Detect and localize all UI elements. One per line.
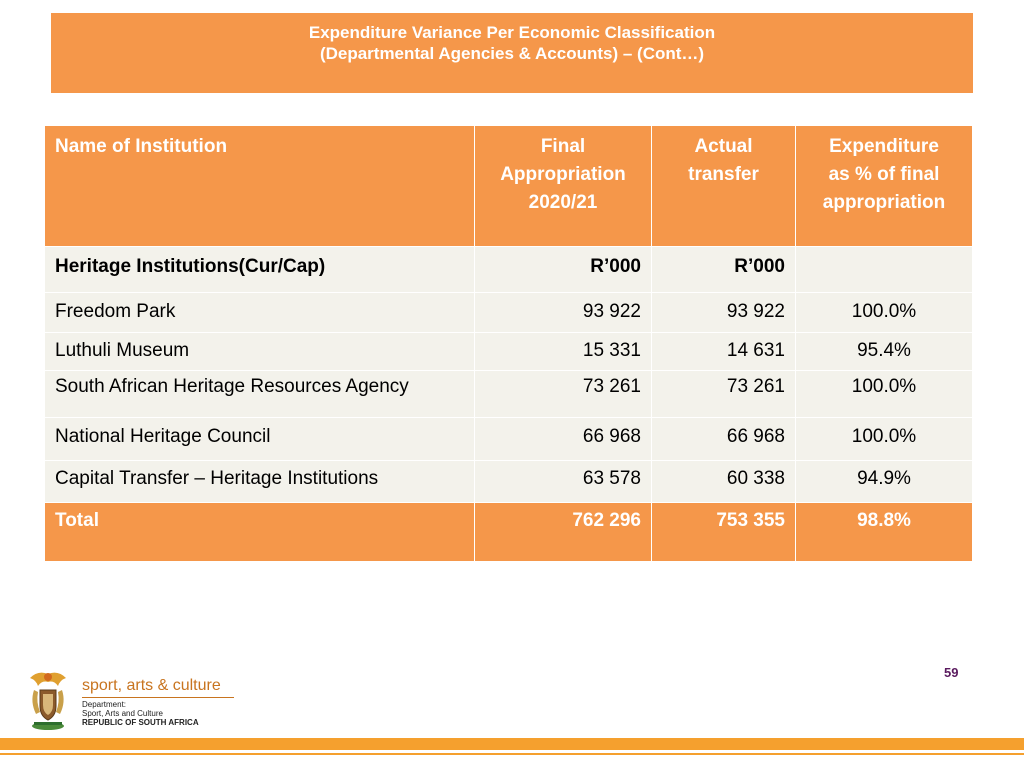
table-row: Freedom Park 93 922 93 922 100.0% bbox=[44, 292, 973, 333]
institution-name: National Heritage Council bbox=[44, 417, 475, 461]
country-name: REPUBLIC OF SOUTH AFRICA bbox=[82, 718, 199, 727]
final-appropriation-cell: 93 922 bbox=[474, 292, 652, 333]
header-line: appropriation bbox=[822, 192, 946, 213]
subheader-pct bbox=[795, 246, 973, 293]
brand-divider bbox=[82, 697, 234, 698]
table-row: National Heritage Council 66 968 66 968 … bbox=[44, 417, 973, 461]
table-row: Capital Transfer – Heritage Institutions… bbox=[44, 460, 973, 503]
header-name-of-institution: Name of Institution bbox=[44, 125, 475, 247]
total-actual-transfer: 753 355 bbox=[651, 502, 796, 562]
institution-name: Capital Transfer – Heritage Institutions bbox=[44, 460, 475, 503]
subheader-name: Heritage Institutions(Cur/Cap) bbox=[44, 246, 475, 293]
table-row: South African Heritage Resources Agency … bbox=[44, 370, 973, 418]
actual-transfer-cell: 66 968 bbox=[651, 417, 796, 461]
title-banner: Expenditure Variance Per Economic Classi… bbox=[51, 13, 973, 93]
table-subheader-row: Heritage Institutions(Cur/Cap) R’000 R’0… bbox=[44, 246, 973, 293]
header-final-appropriation: Final Appropriation 2020/21 bbox=[474, 125, 652, 247]
table-header-row: Name of Institution Final Appropriation … bbox=[44, 125, 973, 247]
expenditure-pct-cell: 94.9% bbox=[795, 460, 973, 503]
actual-transfer-cell: 60 338 bbox=[651, 460, 796, 503]
department-name: Sport, Arts and Culture bbox=[82, 709, 163, 718]
header-line: transfer bbox=[688, 164, 759, 185]
expenditure-table: Name of Institution Final Appropriation … bbox=[44, 125, 973, 562]
final-appropriation-cell: 73 261 bbox=[474, 370, 652, 418]
expenditure-pct-cell: 100.0% bbox=[795, 370, 973, 418]
title-line-2: (Departmental Agencies & Accounts) – (Co… bbox=[319, 44, 705, 63]
total-expenditure-pct: 98.8% bbox=[795, 502, 973, 562]
header-line: Final bbox=[540, 136, 586, 157]
subheader-unit-actual: R’000 bbox=[651, 246, 796, 293]
footer-bar bbox=[0, 738, 1024, 750]
header-line: Actual bbox=[694, 136, 753, 157]
table-row: Luthuli Museum 15 331 14 631 95.4% bbox=[44, 332, 973, 371]
total-label: Total bbox=[44, 502, 475, 562]
total-final-appropriation: 762 296 bbox=[474, 502, 652, 562]
expenditure-pct-cell: 95.4% bbox=[795, 332, 973, 371]
institution-name: Freedom Park bbox=[44, 292, 475, 333]
subheader-unit-final: R’000 bbox=[474, 246, 652, 293]
header-line: as % of final bbox=[828, 164, 940, 185]
actual-transfer-cell: 73 261 bbox=[651, 370, 796, 418]
actual-transfer-cell: 93 922 bbox=[651, 292, 796, 333]
page-number: 59 bbox=[944, 665, 959, 680]
institution-name: Luthuli Museum bbox=[44, 332, 475, 371]
brand-name: sport, arts & culture bbox=[82, 677, 221, 694]
actual-transfer-cell: 14 631 bbox=[651, 332, 796, 371]
final-appropriation-cell: 15 331 bbox=[474, 332, 652, 371]
header-line: 2020/21 bbox=[528, 192, 598, 213]
header-line: Appropriation bbox=[500, 164, 626, 185]
department-label: Department: bbox=[82, 700, 127, 709]
header-actual-transfer: Actual transfer bbox=[651, 125, 796, 247]
coat-of-arms-icon bbox=[30, 672, 66, 730]
footer-line bbox=[0, 753, 1024, 755]
expenditure-pct-cell: 100.0% bbox=[795, 417, 973, 461]
final-appropriation-cell: 66 968 bbox=[474, 417, 652, 461]
table-total-row: Total 762 296 753 355 98.8% bbox=[44, 502, 973, 562]
expenditure-pct-cell: 100.0% bbox=[795, 292, 973, 333]
header-line: Expenditure bbox=[829, 136, 939, 157]
institution-name: South African Heritage Resources Agency bbox=[44, 370, 475, 418]
final-appropriation-cell: 63 578 bbox=[474, 460, 652, 503]
title-line-1: Expenditure Variance Per Economic Classi… bbox=[308, 23, 716, 42]
department-logo: sport, arts & culture Department: Sport,… bbox=[24, 668, 254, 732]
header-expenditure-percent: Expenditure as % of final appropriation bbox=[795, 125, 973, 247]
